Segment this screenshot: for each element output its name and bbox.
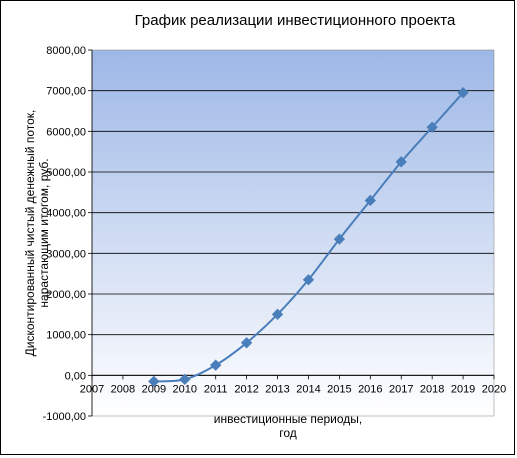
data-point-marker — [179, 373, 191, 386]
y-axis-label-line: нарастающим итогом, руб. — [37, 158, 51, 307]
x-tick-label: 2013 — [265, 383, 289, 395]
x-tick-label: 2016 — [358, 383, 382, 395]
data-point-marker — [364, 194, 376, 207]
x-tick-labels: 2007 2008 2009 2010 2011 2012 2013 2014 2015 2016… — [80, 375, 506, 395]
chart-title: График реализации инвестиционного проект… — [135, 12, 456, 29]
data-point-marker — [333, 233, 346, 245]
x-tick-label: 2009 — [142, 383, 166, 395]
y-tick-labels: -1000,00 0,00 1000,00 2000,00 3000,00 4000,00… — [43, 45, 86, 423]
x-tick-label: 2008 — [111, 383, 135, 395]
x-tick-label: 2007 — [80, 383, 104, 395]
data-point-marker — [271, 308, 284, 320]
y-axis-label-line: Дисконтированный чистый денежный поток, — [23, 110, 37, 357]
x-axis-label-line: год — [279, 426, 297, 440]
y-tick-label: 8000,00 — [46, 45, 86, 57]
x-tick-label: 2011 — [204, 383, 228, 395]
y-tick-label: -1000,00 — [43, 411, 86, 423]
x-tick-label: 2017 — [389, 383, 413, 395]
x-tick-label: 2019 — [451, 383, 475, 395]
y-tick-label: 7000,00 — [46, 86, 86, 98]
y-tick-label: 4000,00 — [46, 208, 86, 220]
y-tick-label: 2000,00 — [46, 289, 86, 301]
y-tick-label: 5000,00 — [46, 167, 86, 179]
y-tick-label: 0,00 — [65, 370, 86, 382]
data-point-marker — [240, 337, 253, 349]
x-tick-label: 2015 — [327, 383, 351, 395]
y-tick-label: 6000,00 — [46, 126, 86, 138]
y-tick-label: 3000,00 — [46, 248, 86, 260]
data-point-marker — [210, 359, 222, 371]
x-tick-label: 2010 — [173, 383, 197, 395]
x-tick-label: 2012 — [234, 383, 258, 395]
x-tick-label: 2018 — [420, 383, 444, 395]
data-point-marker — [148, 375, 160, 388]
x-tick-label: 2020 — [482, 383, 506, 395]
plot-area — [91, 49, 495, 417]
x-axis-label-line: инвестиционные периоды, — [214, 412, 363, 426]
y-axis-label: Дисконтированный чистый денежный поток, н… — [23, 110, 51, 357]
x-tick-label: 2014 — [296, 383, 320, 395]
y-tick-label: 1000,00 — [46, 330, 86, 342]
series-layer — [148, 87, 469, 388]
data-point-marker — [302, 274, 315, 286]
data-point-marker — [395, 156, 407, 168]
gridlines — [88, 49, 494, 417]
x-axis-label: инвестиционные периоды,год — [214, 412, 363, 440]
